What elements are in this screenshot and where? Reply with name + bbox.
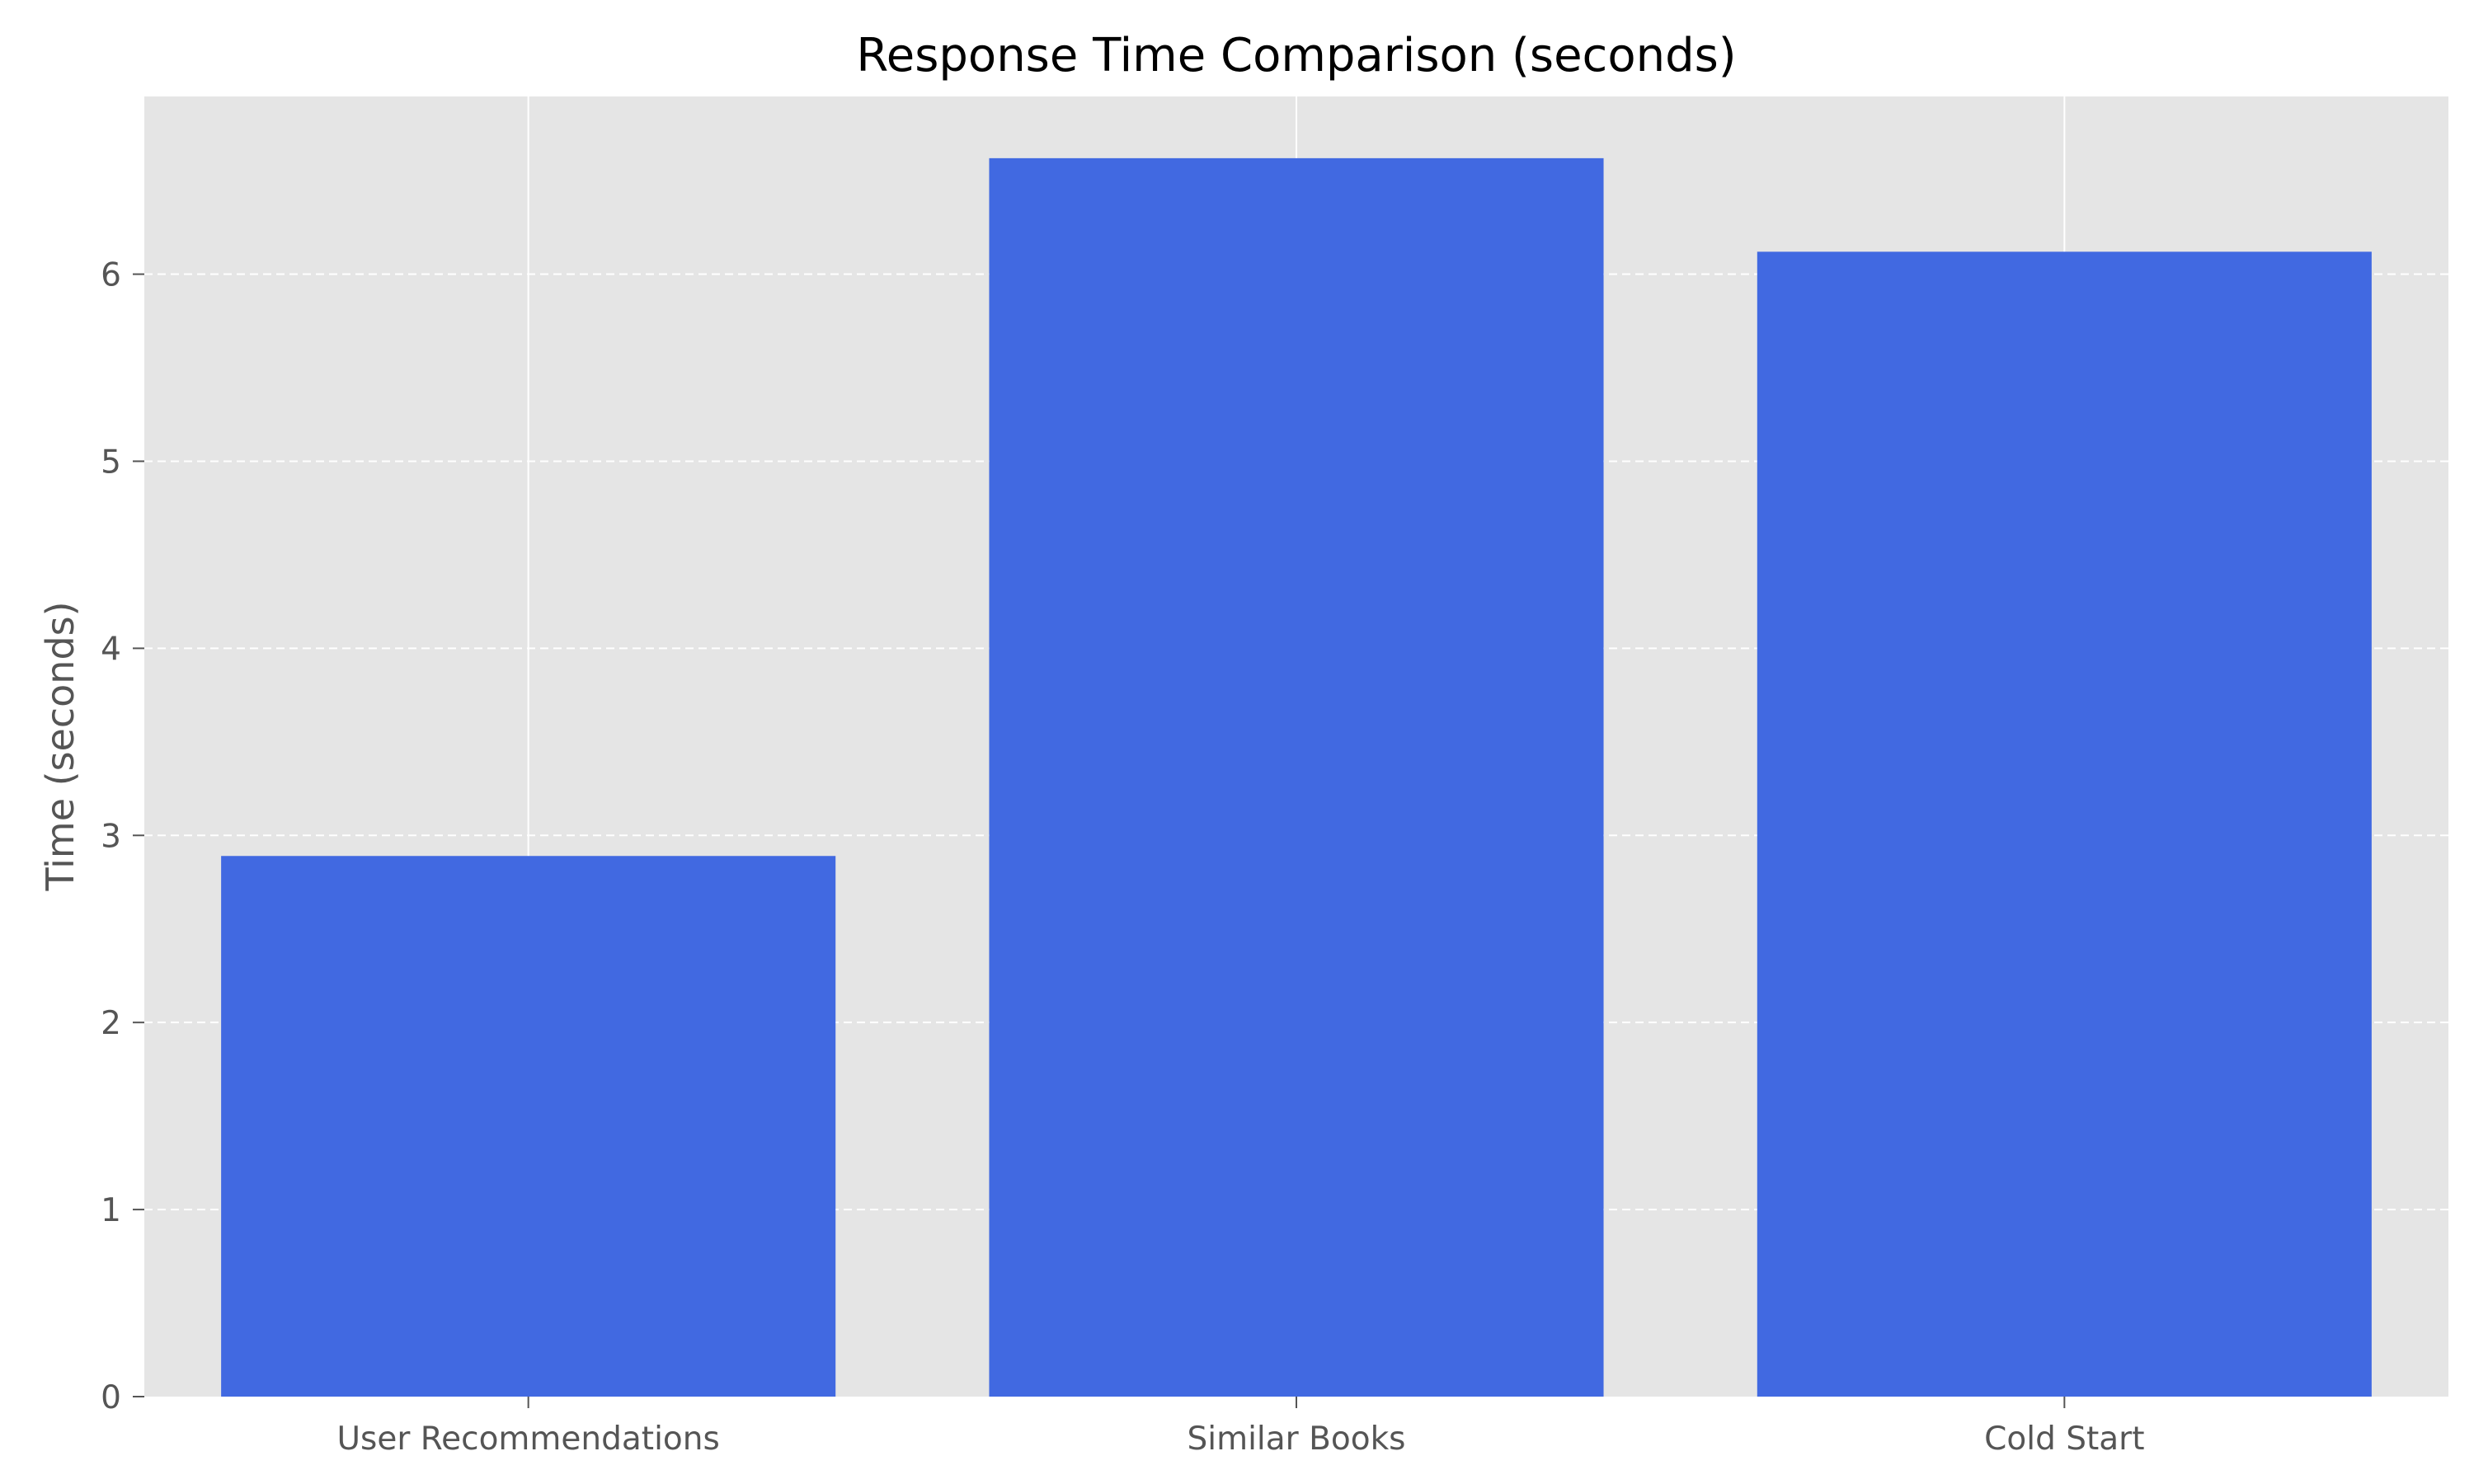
- y-axis-label: Time (seconds): [38, 601, 82, 891]
- bar: [221, 856, 836, 1397]
- y-axis-ticks: 0 1 2 3 4 5 6: [101, 257, 144, 1416]
- x-tick-label: User Recommendations: [337, 1421, 720, 1458]
- bars: [221, 157, 2372, 1397]
- x-tick-label: Similar Books: [1188, 1421, 1406, 1458]
- y-tick-label: 1: [101, 1192, 121, 1229]
- x-axis-ticks: User Recommendations Similar Books Cold St…: [337, 1397, 2145, 1458]
- x-tick-label: Cold Start: [1984, 1421, 2144, 1458]
- chart-title: Response Time Comparison (seconds): [856, 29, 1736, 82]
- y-tick-label: 6: [101, 257, 121, 294]
- y-tick-label: 5: [101, 444, 121, 481]
- y-tick-label: 2: [101, 1005, 121, 1042]
- y-tick-label: 3: [101, 818, 121, 855]
- y-tick-label: 0: [101, 1379, 121, 1416]
- bar: [1757, 251, 2372, 1397]
- bar: [989, 157, 1604, 1397]
- y-tick-label: 4: [101, 631, 121, 668]
